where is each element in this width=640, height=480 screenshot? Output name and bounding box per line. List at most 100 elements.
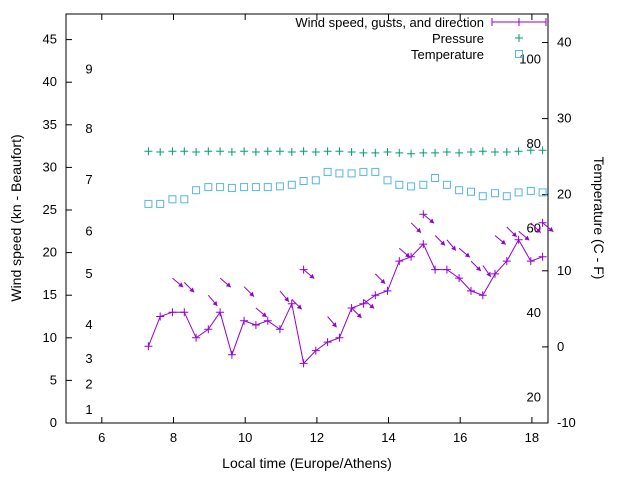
x-tick-label: 12 xyxy=(310,430,324,445)
temperature-point xyxy=(442,180,451,189)
wind-gust-marker xyxy=(419,210,428,219)
wind-speed-point xyxy=(263,316,272,325)
pressure-point xyxy=(263,147,272,156)
wind-direction-arrowhead xyxy=(309,273,315,279)
y-left-tick-label: 0 xyxy=(50,415,57,430)
temperature-point xyxy=(156,199,165,208)
pressure-point xyxy=(455,148,464,157)
wind-speed-point xyxy=(371,291,380,300)
y-left-tick-label: 45 xyxy=(43,32,57,47)
wind-gust-marker xyxy=(538,218,547,227)
temperature-legend-sample-icon xyxy=(515,50,523,58)
beaufort-scale-label: 1 xyxy=(85,402,92,417)
wind-speed-point xyxy=(275,325,284,334)
pressure-point xyxy=(323,147,332,156)
wind-direction-arrowhead xyxy=(416,227,421,233)
temperature-point xyxy=(383,176,392,185)
wind-key-marker xyxy=(515,18,523,26)
plot-frame xyxy=(65,13,549,424)
beaufort-scale-label: 4 xyxy=(85,317,92,332)
temperature-point xyxy=(419,180,428,189)
wind-direction-arrowhead xyxy=(284,296,289,302)
y-right-tick-label: 0 xyxy=(557,339,564,354)
beaufort-scale-label: 3 xyxy=(85,351,92,366)
temperature-point xyxy=(455,186,464,195)
y-right-tick-label: 10 xyxy=(557,263,571,278)
beaufort-scale-label: 9 xyxy=(85,61,92,76)
wind-direction-arrowhead xyxy=(524,235,530,241)
pressure-point xyxy=(383,148,392,156)
temperature-point xyxy=(395,180,404,189)
x-tick-label: 16 xyxy=(453,430,467,445)
wind-direction-arrowhead xyxy=(331,322,337,328)
fahrenheit-scale-label: 20 xyxy=(527,390,541,405)
temperature-point xyxy=(431,174,440,182)
pressure-point xyxy=(180,147,189,156)
pressure-point xyxy=(168,147,177,156)
wind-direction-arrowhead xyxy=(178,282,184,288)
wind-speed-point xyxy=(467,286,475,295)
temperature-point xyxy=(204,183,213,192)
x-axis: 6 8 10 12 14 16 18 xyxy=(98,14,539,445)
temperature-point xyxy=(467,187,475,196)
legend-label-temperature: Temperature xyxy=(411,46,484,62)
temperature-point xyxy=(359,167,368,176)
wind-speed-series xyxy=(144,235,547,368)
fahrenheit-scale-label: 80 xyxy=(527,136,541,151)
pressure-point xyxy=(287,148,296,156)
beaufort-scale-label: 6 xyxy=(85,223,92,238)
pressure-legend-sample-icon xyxy=(515,34,523,42)
wind-speed-point xyxy=(168,308,177,317)
pressure-point xyxy=(491,148,499,156)
temperature-point xyxy=(192,186,201,195)
wind-gust-marker xyxy=(299,265,308,274)
pressure-point xyxy=(502,148,511,156)
wind-direction-arrowhead xyxy=(535,227,541,233)
temperature-point xyxy=(299,177,308,185)
pressure-point xyxy=(514,147,523,156)
pressure-point xyxy=(467,148,475,156)
wind-speed-point xyxy=(491,269,499,278)
x-tick-label: 8 xyxy=(170,430,177,445)
wind-direction-arrowhead xyxy=(405,252,410,258)
temperature-series xyxy=(144,167,547,208)
pressure-point xyxy=(251,148,260,156)
pressure-point xyxy=(227,148,236,156)
wind-speed-point xyxy=(383,286,392,295)
pressure-point xyxy=(204,147,213,156)
temperature-key-marker xyxy=(515,50,523,58)
pressure-point xyxy=(156,148,165,156)
pressure-point xyxy=(192,148,201,156)
wind-direction-arrowhead xyxy=(464,252,470,258)
legend-row-temperature: Temperature xyxy=(295,46,548,62)
y-right-tick-label: -10 xyxy=(557,415,576,430)
pressure-point xyxy=(216,147,225,156)
y-left-tick-label: 15 xyxy=(43,287,57,302)
wind-speed-point xyxy=(431,265,440,274)
legend-row-wind: Wind speed, gusts, and direction xyxy=(295,14,548,30)
temperature-point xyxy=(311,176,320,185)
pressure-point xyxy=(395,148,404,157)
pressure-point xyxy=(431,148,440,157)
wind-direction-arrowhead xyxy=(189,287,195,293)
temperature-point xyxy=(227,183,236,192)
pressure-point xyxy=(240,147,249,156)
legend: Wind speed, gusts, and direction Pressur… xyxy=(295,14,548,62)
x-tick-label: 18 xyxy=(525,430,539,445)
pressure-point xyxy=(407,149,416,158)
beaufort-scale-label: 2 xyxy=(85,377,92,392)
legend-row-pressure: Pressure xyxy=(295,30,548,46)
y-left-tick-label: 10 xyxy=(43,330,57,345)
wind-direction-arrowhead xyxy=(429,218,434,224)
x-tick-label: 6 xyxy=(98,430,105,445)
y-right-tick-label: 20 xyxy=(557,187,571,202)
wind-speed-line xyxy=(147,238,543,365)
pressure-series xyxy=(144,146,547,158)
wind-speed-point xyxy=(514,235,523,244)
wind-speed-point xyxy=(419,240,428,249)
wind-speed-point xyxy=(227,350,236,359)
wind-direction-arrowhead xyxy=(451,245,456,251)
temperature-point xyxy=(526,186,535,195)
